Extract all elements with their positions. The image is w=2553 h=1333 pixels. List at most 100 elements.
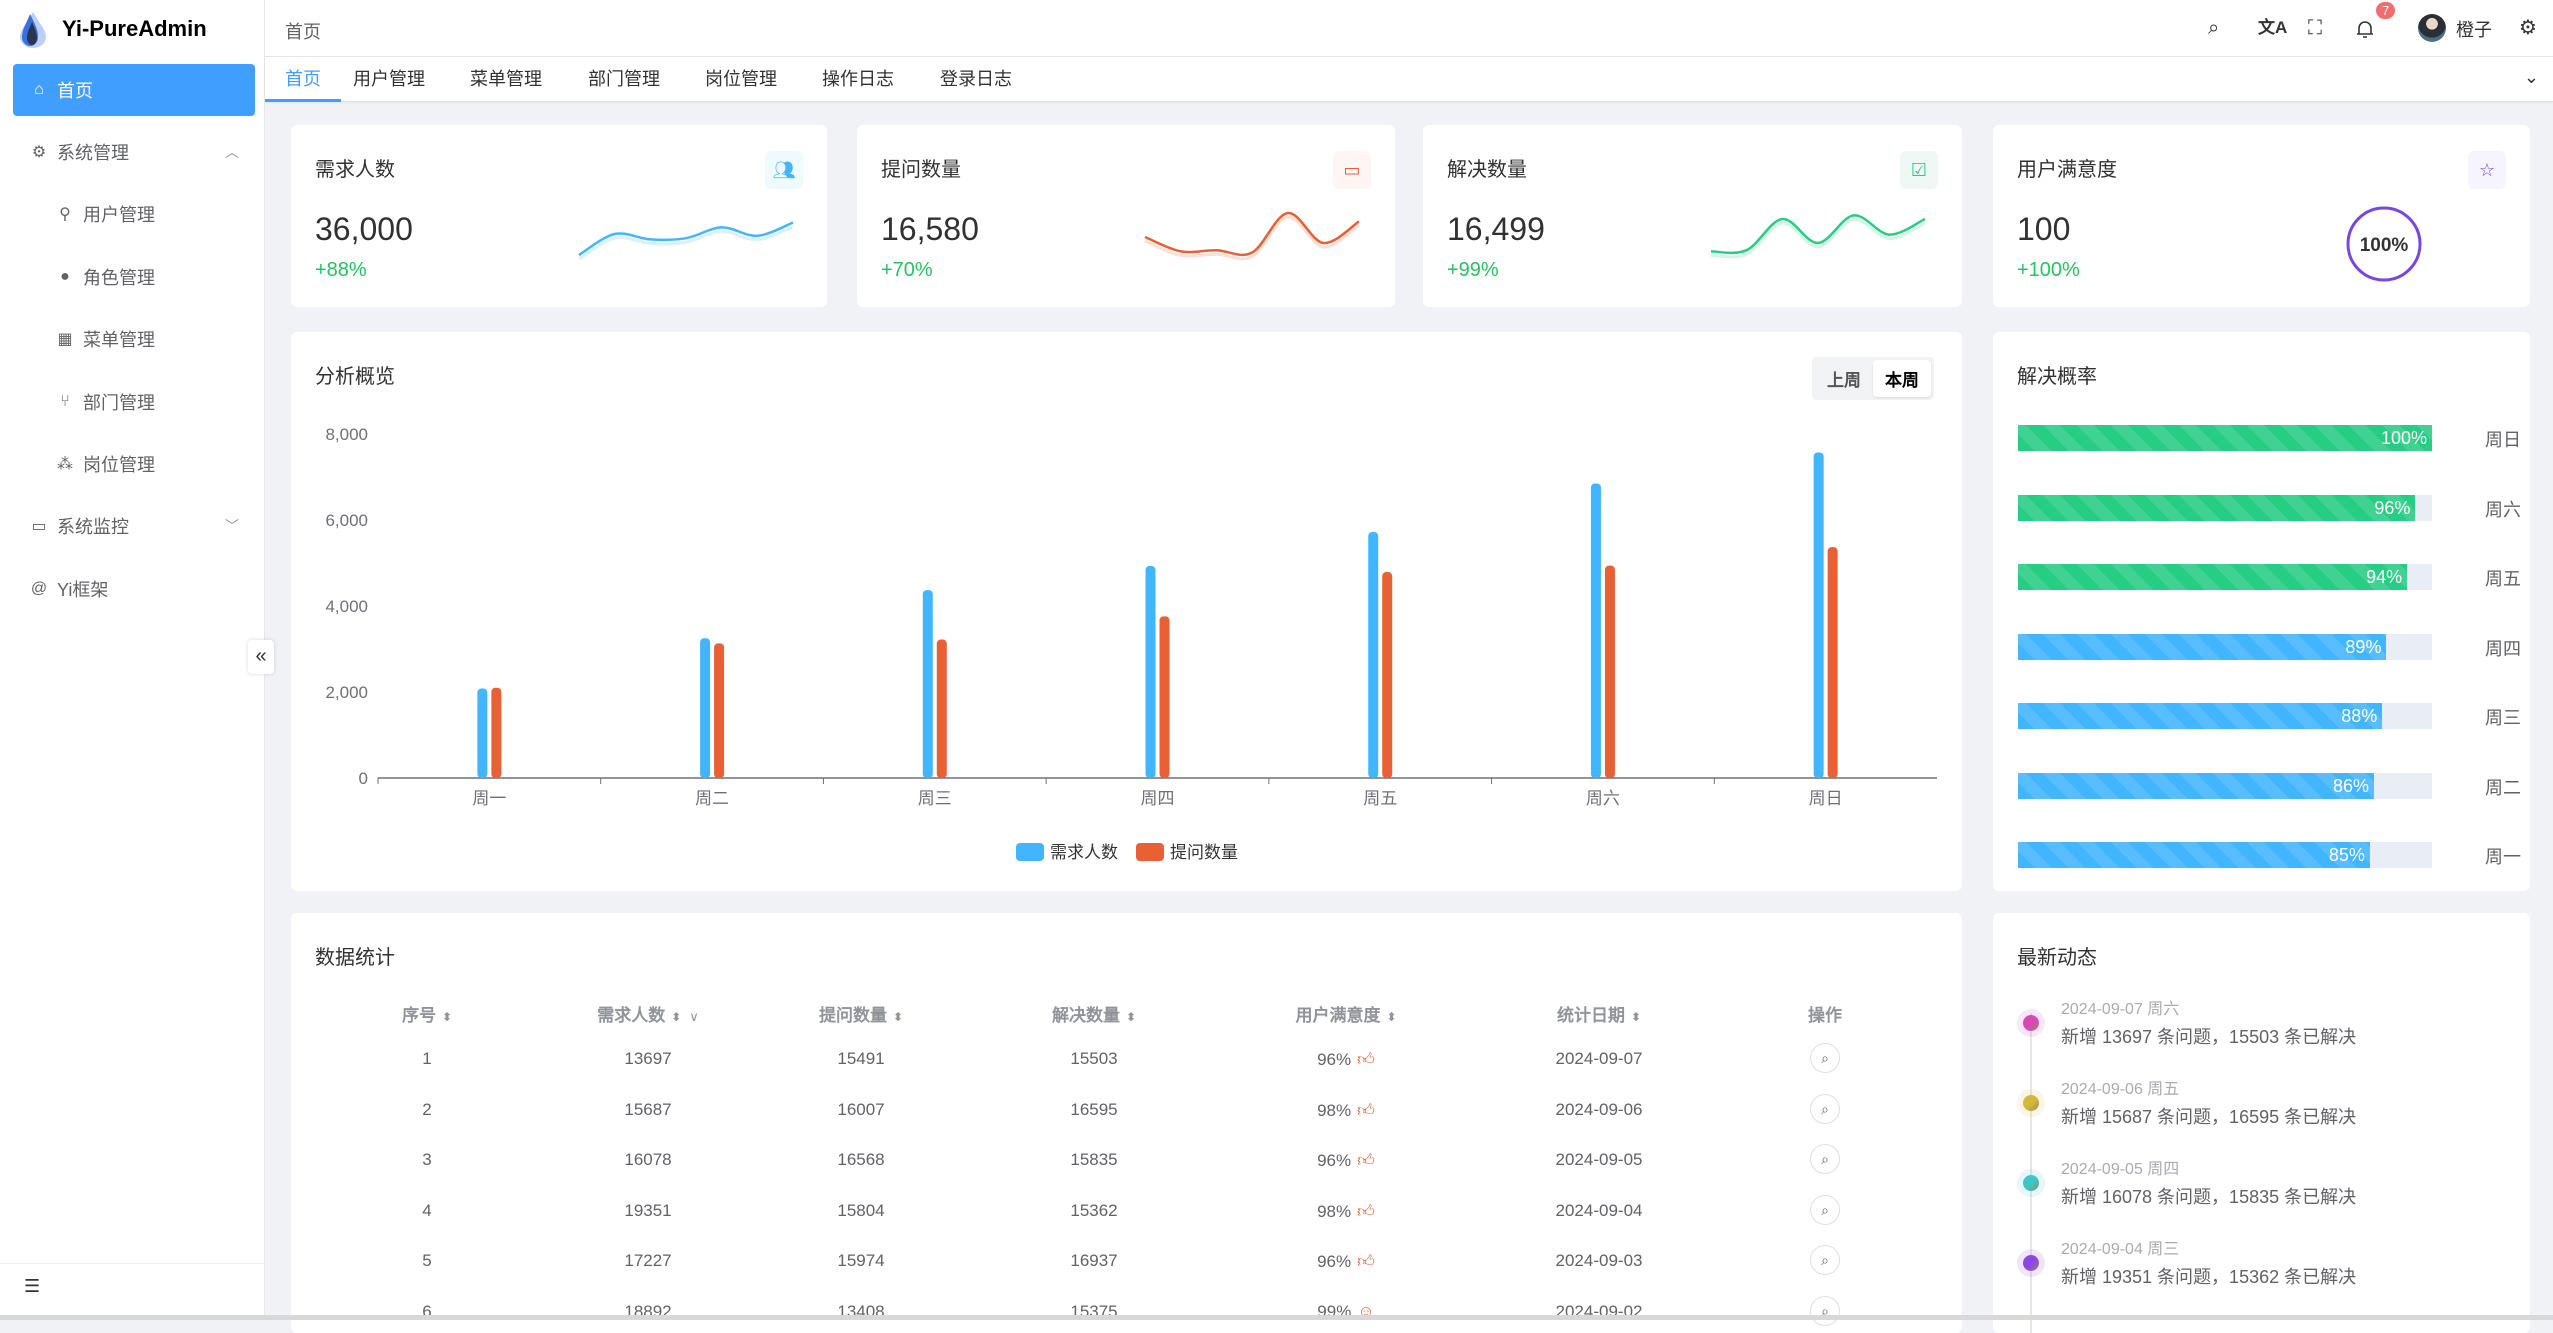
x-tick-label: 周一 [472, 789, 506, 808]
logo[interactable]: Yi-PureAdmin [18, 10, 207, 48]
view-button[interactable]: ⌕ [1810, 1093, 1840, 1124]
bar-demand[interactable] [1590, 483, 1601, 778]
bar-demand[interactable] [477, 688, 488, 778]
stat-card-change: +100% [2017, 259, 2080, 281]
sidebar-item-roles[interactable]: ● 角色管理 [13, 251, 255, 303]
tab-depts[interactable]: 部门管理 [588, 69, 660, 89]
tab-posts[interactable]: 岗位管理 [705, 69, 777, 89]
breadcrumb[interactable]: 首页 [285, 22, 321, 42]
view-button[interactable]: ⌕ [1810, 1194, 1840, 1225]
sort-icon[interactable]: ⬍ [671, 1010, 682, 1024]
tab-home[interactable]: 首页 [265, 57, 341, 102]
bar-questions[interactable] [1604, 565, 1615, 778]
sort-icon[interactable]: ⬍ [1386, 1010, 1397, 1024]
table-cell: 16568 [837, 1150, 884, 1170]
chevron-down-icon: ﹀ [225, 518, 239, 534]
data-stats-title: 数据统计 [315, 947, 395, 969]
latest-activity-title: 最新动态 [2017, 947, 2097, 969]
bar-questions[interactable] [491, 687, 502, 778]
column-header[interactable]: 统计日期 ⬍ [1557, 1001, 1641, 1026]
legend-label[interactable]: 提问数量 [1170, 843, 1238, 862]
thumbs-up-icon: 👍︎ [1357, 1100, 1375, 1120]
x-tick-label: 周三 [918, 789, 952, 808]
bar-demand[interactable] [1813, 452, 1824, 778]
view-button[interactable]: ⌕ [1810, 1245, 1840, 1275]
bar-questions[interactable] [1159, 616, 1170, 778]
column-header: 操作 [1808, 1001, 1842, 1026]
sort-icon[interactable]: ⬍ [441, 1010, 453, 1024]
sort-icon[interactable]: ⬍ [1630, 1010, 1642, 1024]
settings-gear-icon[interactable]: ⚙ [2519, 17, 2537, 39]
tab-login-log[interactable]: 登录日志 [940, 69, 1012, 89]
filter-chevron-icon[interactable]: ∨ [689, 1009, 699, 1024]
sidebar-item-depts[interactable]: ⑂ 部门管理 [13, 376, 255, 428]
table-cell-text: 1 [422, 1049, 432, 1068]
rate-bar: 96% [2018, 494, 2432, 521]
search-icon[interactable]: ⌕ [2208, 17, 2220, 39]
sidebar-divider [0, 1263, 264, 1264]
role-icon: ● [60, 268, 70, 285]
table-cell: 15362 [1070, 1201, 1117, 1221]
stat-card: 需求人数 36,000 +88% 👥︎ [291, 125, 827, 307]
sort-icon[interactable]: ⬍ [1125, 1010, 1137, 1024]
username[interactable]: 橙子 [2456, 20, 2492, 40]
sidebar-item-label: 岗位管理 [83, 455, 155, 475]
sidebar-item-monitor[interactable]: ▭ 系统监控 ﹀ [13, 500, 255, 552]
column-header[interactable]: 序号 ⬍ [402, 1001, 452, 1026]
sidebar-item-menus[interactable]: ▦ 菜单管理 [13, 313, 255, 365]
this-week-button[interactable]: 本周 [1873, 360, 1931, 397]
last-week-button[interactable]: 上周 [1827, 371, 1861, 390]
view-button[interactable]: ⌕ [1810, 1295, 1840, 1326]
collapse-menu-icon[interactable]: ☰ [24, 1276, 41, 1296]
bar-questions[interactable] [1827, 547, 1838, 778]
bar-demand[interactable] [922, 590, 933, 778]
column-header[interactable]: 需求人数 ⬍ ∨ [597, 1001, 699, 1026]
tab-operation-log[interactable]: 操作日志 [822, 69, 894, 89]
bar-demand[interactable] [1145, 566, 1156, 778]
column-header[interactable]: 用户满意度 ⬍ [1295, 1001, 1396, 1026]
legend-swatch[interactable] [1016, 843, 1044, 861]
sort-icon[interactable]: ⬍ [892, 1010, 904, 1024]
view-button[interactable]: ⌕ [1810, 1144, 1840, 1174]
tab-menus[interactable]: 菜单管理 [470, 69, 542, 89]
sidebar-toggle-button[interactable]: « [248, 640, 274, 674]
tab-users[interactable]: 用户管理 [353, 69, 425, 89]
avatar[interactable] [2418, 14, 2446, 42]
sidebar-item-posts[interactable]: ⁂ 岗位管理 [13, 438, 255, 490]
horizontal-scrollbar[interactable] [0, 1315, 2553, 1320]
users-icon: 👥︎ [765, 151, 803, 189]
sidebar-item-label: 角色管理 [83, 268, 155, 288]
legend-swatch[interactable] [1136, 843, 1164, 861]
bar-questions[interactable] [1382, 572, 1393, 778]
bar-questions[interactable] [714, 643, 725, 778]
bar-questions[interactable] [936, 639, 947, 778]
stat-card-change: +88% [315, 259, 367, 281]
nodes-icon: ⁂ [57, 456, 73, 473]
bar-demand[interactable] [700, 638, 711, 778]
sidebar-item-home[interactable]: ⌂ 首页 [13, 64, 255, 116]
translate-icon[interactable]: 文A [2258, 18, 2288, 37]
sparkline-shadow [1144, 215, 1360, 261]
sidebar-item-system[interactable]: ⚙ 系统管理 ︿ [13, 126, 255, 178]
rate-bar: 88% [2018, 703, 2432, 729]
view-button[interactable]: ⌕ [1810, 1043, 1840, 1073]
tabs-chevron-down-icon[interactable]: ⌄ [2523, 67, 2539, 87]
column-header[interactable]: 解决数量 ⬍ [1052, 1001, 1136, 1026]
table-cell-text: 98% [1317, 1201, 1352, 1221]
sidebar-item-yi[interactable]: @ Yi框架 [13, 563, 255, 615]
bar-demand[interactable] [1368, 532, 1379, 778]
table-cell-text: 16568 [837, 1150, 885, 1169]
search-icon: ⌕ [1821, 1302, 1829, 1319]
fullscreen-icon[interactable]: ⛶ [2308, 17, 2322, 39]
timeline-dot [2023, 1015, 2039, 1031]
table-cell-text: 15503 [1070, 1049, 1118, 1068]
column-header[interactable]: 提问数量 ⬍ [819, 1001, 903, 1026]
rate-day-label: 周二 [2485, 777, 2521, 798]
sidebar: Yi-PureAdmin ⌂ 首页 ⚙ 系统管理 ︿ ⚲ 用户管理 ● 角色管理 ▦ 菜单管… [0, 0, 265, 1320]
sidebar-item-users[interactable]: ⚲ 用户管理 [13, 188, 255, 240]
table-cell: 15491 [837, 1049, 884, 1069]
bell-icon-graphic [2357, 21, 2373, 38]
bell-icon[interactable] [2355, 19, 2375, 39]
legend-label[interactable]: 需求人数 [1050, 843, 1118, 862]
